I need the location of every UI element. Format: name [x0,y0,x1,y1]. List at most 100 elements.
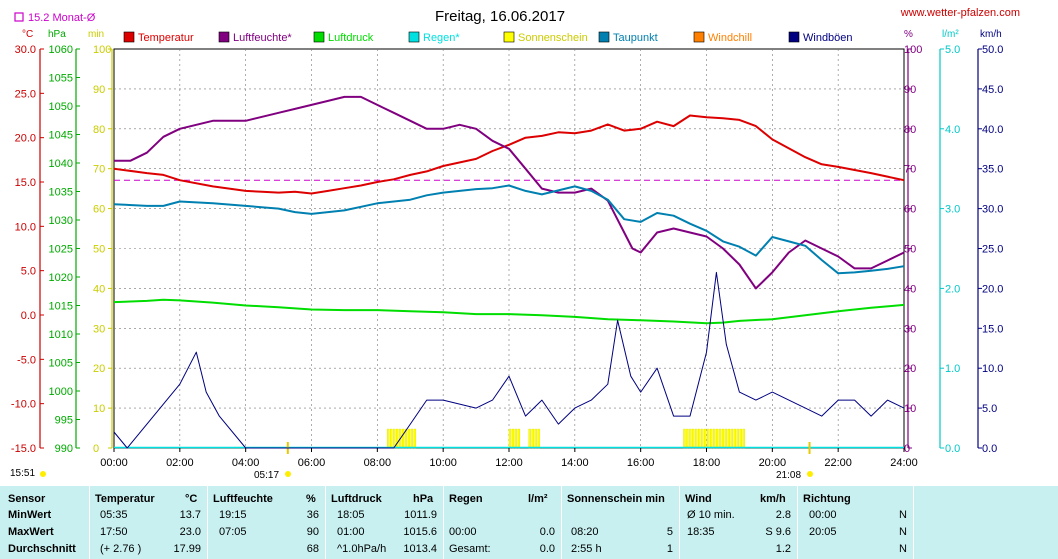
axis-label-press-7: 1025 [49,244,73,256]
sunshine-bar-0 [387,428,390,449]
stat-wind-v-0: 2.8 [775,509,791,521]
stat-wind-v-2: 1.2 [775,543,791,555]
axis-label-wind-1: 45.0 [982,84,1003,96]
stat-hum-v-1: 90 [306,526,319,538]
watermark: www.wetter-pfalzen.com [900,7,1020,19]
x-axis: 00:00 02:00 04:00 06:00 08:00 10:00 12:00 14:00… [100,448,918,469]
stat-press-v-2: 1013.4 [403,543,437,555]
sunshine-bar-3 [727,428,731,449]
axis-label-rain-3: 2.0 [945,283,960,295]
sunshine-bar-0 [390,428,393,449]
axis-label-hum-5: 50 [904,244,916,256]
stat-temp-v-0: 13.7 [179,509,201,521]
sunshine-bar-0 [392,428,396,449]
header-wind: Wind [685,493,712,505]
stat-temp-t-1: 17:50 [100,526,128,538]
stat-sun-t-2: 2:55 h [571,543,602,555]
stat-rain-t-2: Gesamt: [449,543,491,555]
header-sensor: Sensor [8,493,46,505]
stat-temp-v-1: 23.0 [179,526,201,538]
axis-label-temp-2: 20.0 [15,133,36,145]
axis-label-press-14: 990 [55,443,73,455]
axis-label-temp-8: -10.0 [11,399,36,411]
series-line-luftdruck [113,298,905,325]
axis-label-hum-8: 20 [904,363,916,375]
legend-swatch-7 [788,31,800,43]
axis-label-sun-4: 60 [93,204,105,216]
chart-legend: Temperatur Luftfeuchte* Luftdruck Regen* Son… [123,31,853,44]
x-label-11: 22:00 [824,457,852,469]
legend-swatch-0 [123,31,135,43]
axis-label-press-13: 995 [55,415,73,427]
axis-label-rain-2: 3.0 [945,204,960,216]
stat-temp-t-2: (+ 2.76 ) [100,543,142,555]
axis-label-rain-1: 4.0 [945,124,960,136]
unit-temp: °C [22,29,33,40]
sun-icon [40,471,46,477]
sunset-icon [807,471,813,477]
sunshine-bar-2 [537,428,540,449]
sunshine-bar-0 [410,428,414,449]
stat-press-v-0: 1011.9 [404,509,437,521]
axis-label-sun-0: 100 [93,44,111,56]
x-label-5: 10:00 [429,457,457,469]
axis-label-wind-9: 5.0 [982,403,997,415]
sunshine-bar-1 [508,428,512,449]
unit-hum: % [904,29,913,40]
sunshine-bar-1 [511,428,515,449]
legend-label-3: Regen* [423,32,460,44]
axis-label-wind-6: 20.0 [982,283,1003,295]
header-press-unit: hPa [413,493,434,505]
stat-dir-v-0: N [899,509,907,521]
unit-sun: min [88,29,104,40]
axis-label-wind-0: 50.0 [982,44,1003,56]
axis-label-hum-3: 70 [904,164,916,176]
legend-swatch-6 [693,31,705,43]
axis-label-rain-5: 0.0 [945,443,960,455]
sunshine-bar-3 [739,428,742,449]
month-avg-marker-icon [14,12,24,22]
weather-chart: Freitag, 16.06.2017 www.wetter-pfalzen.c… [10,7,1020,481]
legend-label-2: Luftdruck [328,32,374,44]
axis-label-sun-3: 70 [93,164,105,176]
x-label-8: 16:00 [627,457,655,469]
stat-dir-t-0: 00:00 [809,509,837,521]
stat-dir-v-2: N [899,543,907,555]
header-dir: Richtung [803,493,851,505]
axis-label-press-12: 1000 [49,386,73,398]
series-line-luftfeuchte [114,95,905,290]
axis-label-hum-1: 90 [904,84,916,96]
sunshine-bar-1 [514,428,518,449]
header-sun: Sonnenschein min [567,493,665,505]
legend-label-7: Windböen [803,32,853,44]
stat-wind-t-1: 18:35 [687,526,715,538]
stat-sun-v-1: 5 [666,526,673,538]
axis-label-sun-10: 0 [93,443,99,455]
axis-label-hum-9: 10 [904,403,916,415]
legend-label-6: Windchill [708,32,752,44]
stat-wind-t-0: Ø 10 min. [687,509,735,521]
axis-label-press-1: 1055 [49,73,73,85]
axis-label-press-0: 1060 [49,44,73,56]
axis-label-rain-4: 1.0 [945,363,960,375]
sunshine-bar-3 [686,428,689,449]
stat-dir-t-1: 20:05 [809,526,837,538]
axis-label-wind-5: 25.0 [982,244,1003,256]
x-label-3: 06:00 [298,457,326,469]
axis-label-hum-6: 40 [904,283,916,295]
sunshine-bar-3 [721,428,725,449]
axis-label-wind-10: 0.0 [982,443,997,455]
axis-label-sun-9: 10 [93,403,105,415]
daylight-label: 15:51 [10,468,35,479]
axis-label-hum-7: 30 [904,323,916,335]
unit-wind: km/h [980,29,1002,40]
sunshine-bar-3 [742,428,745,449]
sunshine-bar-3 [692,428,695,449]
sunshine-bar-2 [534,428,537,449]
header-hum: Luftfeuchte [213,493,273,505]
axis-label-press-6: 1030 [49,215,73,227]
axis-label-wind-2: 40.0 [982,124,1003,136]
header-hum-unit: % [306,493,316,505]
stat-press-t-0: 18:05 [337,509,365,521]
unit-rain: l/m² [942,29,959,40]
